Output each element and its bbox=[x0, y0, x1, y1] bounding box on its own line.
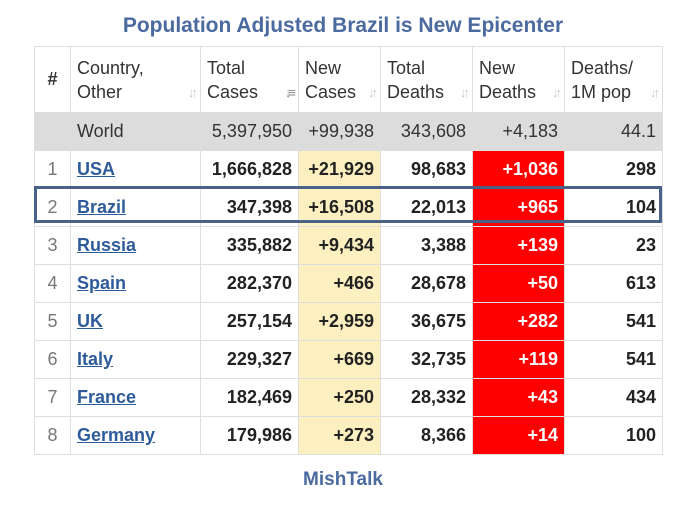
total-deaths-cell: 36,675 bbox=[380, 302, 473, 341]
table-row: 8 Germany 179,986 +273 8,366 +14 100 bbox=[34, 416, 663, 455]
rank-cell: 2 bbox=[34, 188, 71, 227]
country-cell: Germany bbox=[70, 416, 201, 455]
total-cases-cell: 182,469 bbox=[200, 378, 299, 417]
new-deaths-cell: +282 bbox=[472, 302, 565, 341]
total-cases-cell: 335,882 bbox=[200, 226, 299, 265]
country-link[interactable]: France bbox=[77, 387, 137, 407]
country-link[interactable]: Spain bbox=[77, 273, 127, 293]
new-cases-cell: +9,434 bbox=[298, 226, 381, 265]
new-deaths-cell: +139 bbox=[472, 226, 565, 265]
header-country[interactable]: Country, Other ↓↑ bbox=[70, 46, 201, 113]
header-total-deaths[interactable]: Total Deaths ↓↑ bbox=[380, 46, 473, 113]
total-deaths-cell: 28,678 bbox=[380, 264, 473, 303]
country-link[interactable]: UK bbox=[77, 311, 103, 331]
total-cases-cell: 179,986 bbox=[200, 416, 299, 455]
table-row: 5 UK 257,154 +2,959 36,675 +282 541 bbox=[34, 302, 663, 341]
total-deaths-cell: 8,366 bbox=[380, 416, 473, 455]
new-cases-cell: +466 bbox=[298, 264, 381, 303]
new-deaths-cell: +43 bbox=[472, 378, 565, 417]
total-deaths-cell: 22,013 bbox=[380, 188, 473, 227]
header-deaths-per-million[interactable]: Deaths/1M pop ↓↑ bbox=[564, 46, 663, 113]
total-cases-cell: 229,327 bbox=[200, 340, 299, 379]
rank-cell: 3 bbox=[34, 226, 71, 265]
new-cases-cell: +669 bbox=[298, 340, 381, 379]
sort-icon[interactable]: ↓↑ bbox=[552, 85, 562, 100]
deaths-per-million-cell: 541 bbox=[564, 302, 663, 341]
header-rank: # bbox=[34, 46, 71, 113]
chart-title: Population Adjusted Brazil is New Epicen… bbox=[122, 14, 564, 37]
country-cell: Italy bbox=[70, 340, 201, 379]
deaths-per-million-cell: 104 bbox=[564, 188, 663, 227]
footer-brand: MishTalk bbox=[303, 469, 383, 490]
deaths-per-million-cell: 23 bbox=[564, 226, 663, 265]
new-deaths-cell: +119 bbox=[472, 340, 565, 379]
new-cases-cell: +273 bbox=[298, 416, 381, 455]
new-deaths-cell: +1,036 bbox=[472, 150, 565, 189]
deaths-per-million-cell: 434 bbox=[564, 378, 663, 417]
table-row: 6 Italy 229,327 +669 32,735 +119 541 bbox=[34, 340, 663, 379]
sort-icon[interactable]: ↓↑ bbox=[650, 85, 660, 100]
sort-icon[interactable]: ↓↑ bbox=[188, 85, 198, 100]
header-total-cases[interactable]: Total Cases ↓≡ bbox=[200, 46, 299, 113]
table-row: 7 France 182,469 +250 28,332 +43 434 bbox=[34, 378, 663, 417]
country-cell: France bbox=[70, 378, 201, 417]
rank-cell bbox=[34, 112, 71, 151]
country-link[interactable]: Russia bbox=[77, 235, 137, 255]
rank-cell: 6 bbox=[34, 340, 71, 379]
total-deaths-cell: 343,608 bbox=[380, 112, 473, 151]
new-deaths-cell: +50 bbox=[472, 264, 565, 303]
new-cases-cell: +250 bbox=[298, 378, 381, 417]
new-cases-cell: +99,938 bbox=[298, 112, 381, 151]
deaths-per-million-cell: 44.1 bbox=[564, 112, 663, 151]
new-cases-cell: +16,508 bbox=[298, 188, 381, 227]
country-cell: Spain bbox=[70, 264, 201, 303]
total-deaths-cell: 3,388 bbox=[380, 226, 473, 265]
table-row: 3 Russia 335,882 +9,434 3,388 +139 23 bbox=[34, 226, 663, 265]
country-cell: UK bbox=[70, 302, 201, 341]
total-deaths-cell: 98,683 bbox=[380, 150, 473, 189]
sort-icon[interactable]: ↓↑ bbox=[460, 85, 470, 100]
new-cases-cell: +2,959 bbox=[298, 302, 381, 341]
country-link[interactable]: USA bbox=[77, 159, 116, 179]
country-cell: World bbox=[70, 112, 201, 151]
header-row: # Country, Other ↓↑ Total Cases ↓≡ New Case… bbox=[34, 46, 663, 113]
total-deaths-cell: 32,735 bbox=[380, 340, 473, 379]
sort-icon[interactable]: ↓↑ bbox=[368, 85, 378, 100]
country-cell: USA bbox=[70, 150, 201, 189]
total-cases-cell: 1,666,828 bbox=[200, 150, 299, 189]
total-cases-cell: 5,397,950 bbox=[200, 112, 299, 151]
rank-cell: 1 bbox=[34, 150, 71, 189]
country-link[interactable]: Italy bbox=[77, 349, 114, 369]
country-cell: Brazil bbox=[70, 188, 201, 227]
deaths-per-million-cell: 298 bbox=[564, 150, 663, 189]
rank-cell: 5 bbox=[34, 302, 71, 341]
header-new-cases[interactable]: New Cases ↓↑ bbox=[298, 46, 381, 113]
rank-cell: 7 bbox=[34, 378, 71, 417]
new-deaths-cell: +14 bbox=[472, 416, 565, 455]
country-cell: Russia bbox=[70, 226, 201, 265]
country-link[interactable]: Brazil bbox=[77, 197, 127, 217]
total-cases-cell: 257,154 bbox=[200, 302, 299, 341]
total-cases-cell: 347,398 bbox=[200, 188, 299, 227]
sort-desc-icon[interactable]: ↓≡ bbox=[284, 85, 296, 100]
table-row: 2 Brazil 347,398 +16,508 22,013 +965 104 bbox=[34, 188, 663, 227]
country-link[interactable]: Germany bbox=[77, 425, 156, 445]
world-total-row: World 5,397,950 +99,938 343,608 +4,183 4… bbox=[34, 112, 663, 151]
rank-cell: 8 bbox=[34, 416, 71, 455]
deaths-per-million-cell: 100 bbox=[564, 416, 663, 455]
deaths-per-million-cell: 613 bbox=[564, 264, 663, 303]
header-new-deaths[interactable]: New Deaths ↓↑ bbox=[472, 46, 565, 113]
total-deaths-cell: 28,332 bbox=[380, 378, 473, 417]
rank-cell: 4 bbox=[34, 264, 71, 303]
covid-stats-table: # Country, Other ↓↑ Total Cases ↓≡ New Case… bbox=[34, 46, 663, 455]
new-cases-cell: +21,929 bbox=[298, 150, 381, 189]
new-deaths-cell: +965 bbox=[472, 188, 565, 227]
total-cases-cell: 282,370 bbox=[200, 264, 299, 303]
table-row: 4 Spain 282,370 +466 28,678 +50 613 bbox=[34, 264, 663, 303]
deaths-per-million-cell: 541 bbox=[564, 340, 663, 379]
table-row: 1 USA 1,666,828 +21,929 98,683 +1,036 298 bbox=[34, 150, 663, 189]
new-deaths-cell: +4,183 bbox=[472, 112, 565, 151]
